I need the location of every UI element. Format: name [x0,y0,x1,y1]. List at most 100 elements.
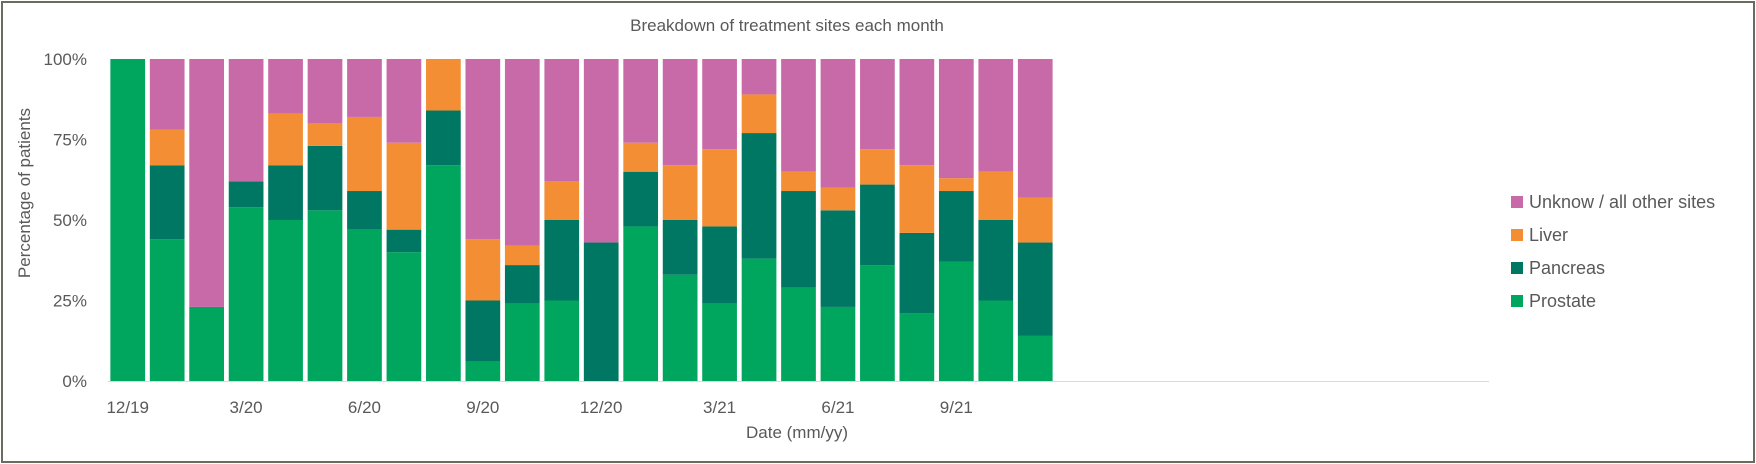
bar-segment-pancreas [347,191,382,230]
bar-segment-unknow-all-other-sites [623,59,659,143]
legend-swatch [1511,229,1523,241]
bar-segment-prostate [702,303,737,381]
bar-segment-pancreas [1017,242,1053,336]
bar-segment-pancreas [307,145,343,211]
bar-segment-prostate [504,303,540,381]
stacked-bar-chart: Breakdown of treatment sites each month … [15,16,1715,442]
bar-segment-prostate [741,258,777,381]
bar-segment-pancreas [504,265,540,304]
bar-segment-pancreas [741,133,777,259]
bar-segment-liver [978,171,1014,220]
x-tick-label: 3/20 [230,398,263,417]
bar-segment-prostate [386,252,422,381]
y-tick-label: 25% [53,292,87,311]
x-tick-label: 3/21 [703,398,736,417]
bar-segment-unknow-all-other-sites [702,59,737,150]
bar-segment-prostate [465,361,501,381]
bar-segment-liver [1017,197,1053,243]
bar-segment-unknow-all-other-sites [978,59,1014,172]
y-axis-ticks: 0% 25% 50% 75% 100% [44,50,87,391]
bar-segment-unknow-all-other-sites [899,59,935,166]
bar-segment-liver [544,181,580,220]
bar-segment-pancreas [702,226,737,304]
bar-segment-unknow-all-other-sites [386,59,422,143]
bar-segment-liver [268,113,303,166]
bar-segment-liver [386,142,422,230]
bar-segment-unknow-all-other-sites [268,59,303,114]
y-axis-label: Percentage of patients [15,108,34,278]
bar-segment-liver [702,149,737,227]
bar-segment-liver [426,59,461,111]
bar-segment-pancreas [268,165,303,220]
bar-segment-unknow-all-other-sites [741,59,777,95]
x-tick-label: 6/21 [821,398,854,417]
bar-segment-liver [781,171,816,192]
bar-segment-pancreas [426,110,461,166]
bar-segment-prostate [110,59,146,381]
bar-segment-pancreas [583,242,619,381]
x-tick-label: 6/20 [348,398,381,417]
bar-segment-liver [899,165,935,233]
bar-segment-pancreas [860,184,895,266]
bar-segment-pancreas [978,220,1014,301]
legend-label: Pancreas [1529,258,1605,278]
bar-segment-prostate [623,226,659,381]
y-tick-label: 75% [53,131,87,150]
bar-segment-prostate [662,274,698,381]
bar-segment-unknow-all-other-sites [1017,59,1053,198]
legend-swatch [1511,262,1523,274]
bar-segment-pancreas [149,165,185,240]
bar-segment-pancreas [623,171,659,227]
bar-segment-unknow-all-other-sites [228,59,264,182]
legend-label: Prostate [1529,291,1596,311]
x-axis-label: Date (mm/yy) [746,423,848,442]
legend-swatch [1511,196,1523,208]
bar-segment-pancreas [465,300,501,362]
bar-segment-liver [307,123,343,146]
bars-group [110,59,1053,381]
legend-swatch [1511,295,1523,307]
legend-label: Unknow / all other sites [1529,192,1715,212]
bar-segment-unknow-all-other-sites [465,59,501,240]
bar-segment-unknow-all-other-sites [662,59,698,166]
y-tick-label: 50% [53,211,87,230]
bar-segment-unknow-all-other-sites [544,59,580,182]
bar-segment-unknow-all-other-sites [860,59,895,150]
legend: Unknow / all other sites Liver Pancreas Pro… [1511,192,1715,311]
bar-segment-prostate [781,287,816,381]
bar-segment-liver [860,149,895,185]
bar-segment-prostate [268,220,303,381]
bar-segment-pancreas [662,220,698,275]
bar-segment-liver [347,116,382,192]
bar-segment-prostate [189,306,224,381]
x-tick-label: 9/20 [466,398,499,417]
bar-segment-unknow-all-other-sites [820,59,856,188]
x-axis-ticks: 12/19 3/20 6/20 9/20 12/20 3/21 6/21 9/21 [106,398,972,417]
bar-segment-liver [623,142,659,172]
bar-segment-liver [149,129,185,166]
bar-segment-pancreas [386,229,422,253]
bar-segment-prostate [544,300,580,381]
bar-segment-unknow-all-other-sites [938,59,974,179]
bar-segment-unknow-all-other-sites [583,59,619,243]
x-tick-label: 9/21 [940,398,973,417]
bar-segment-unknow-all-other-sites [781,59,816,172]
bar-segment-liver [820,187,856,211]
y-tick-label: 100% [44,50,87,69]
bar-segment-prostate [820,306,856,381]
bar-segment-unknow-all-other-sites [189,59,224,307]
bar-segment-unknow-all-other-sites [504,59,540,246]
bar-segment-pancreas [938,191,974,262]
bar-segment-prostate [899,313,935,381]
y-tick-label: 0% [62,372,87,391]
bar-segment-liver [662,165,698,220]
bar-segment-prostate [426,165,461,381]
bar-segment-pancreas [899,232,935,314]
legend-label: Liver [1529,225,1568,245]
bar-segment-liver [938,178,974,192]
bar-segment-liver [465,239,501,301]
bar-segment-unknow-all-other-sites [149,59,185,130]
chart-title: Breakdown of treatment sites each month [630,16,944,35]
bar-segment-pancreas [228,181,264,208]
